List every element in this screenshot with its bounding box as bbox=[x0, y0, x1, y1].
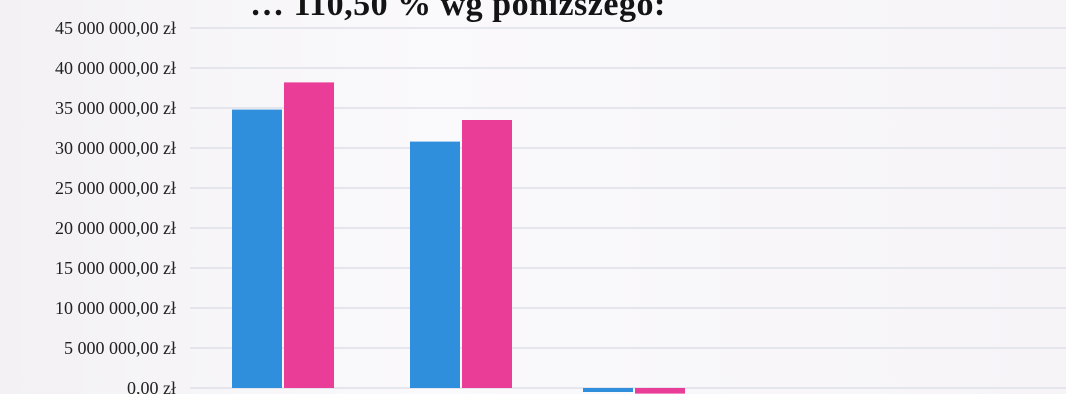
bar-series-1-category-3 bbox=[583, 388, 633, 392]
y-tick-label: 0,00 zł bbox=[127, 378, 176, 394]
y-tick-label: 40 000 000,00 zł bbox=[55, 58, 176, 78]
bar-series-2-category-2 bbox=[462, 120, 512, 388]
bars bbox=[232, 82, 685, 394]
y-tick-label: 5 000 000,00 zł bbox=[64, 338, 176, 358]
chart-title: … 110,50 % wg poniższego: bbox=[250, 0, 666, 23]
bar-series-1-category-2 bbox=[410, 141, 460, 388]
y-tick-label: 35 000 000,00 zł bbox=[55, 98, 176, 118]
y-tick-label: 20 000 000,00 zł bbox=[55, 218, 176, 238]
y-tick-label: 30 000 000,00 zł bbox=[55, 138, 176, 158]
bar-series-2-category-1 bbox=[284, 82, 334, 389]
y-tick-label: 25 000 000,00 zł bbox=[55, 178, 176, 198]
y-axis-labels: 0,00 zł 5 000 000,00 zł 10 000 000,00 zł 15… bbox=[55, 18, 176, 394]
bar-series-1-category-1 bbox=[232, 109, 282, 388]
y-tick-label: 45 000 000,00 zł bbox=[55, 18, 176, 38]
bar-series-2-category-3 bbox=[635, 388, 685, 394]
y-tick-label: 10 000 000,00 zł bbox=[55, 298, 176, 318]
y-tick-label: 15 000 000,00 zł bbox=[55, 258, 176, 278]
